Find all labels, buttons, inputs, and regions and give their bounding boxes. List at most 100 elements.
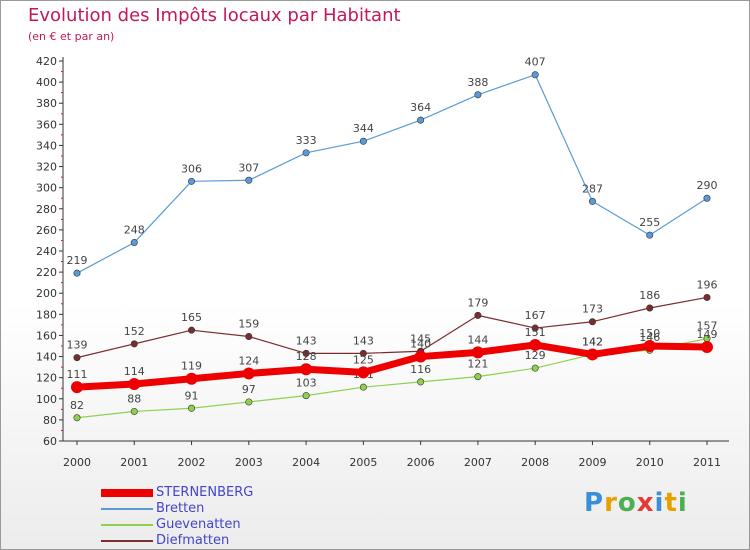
x-tick-label: 2008: [521, 456, 549, 469]
legend-label: Diefmatten: [156, 533, 230, 548]
data-point: [531, 364, 539, 372]
logo-letter: i: [654, 488, 665, 518]
data-point: [529, 338, 542, 351]
data-point: [302, 349, 310, 357]
data-label: 186: [639, 289, 660, 302]
chart-subtitle: (en € et par an): [28, 30, 115, 43]
data-point: [588, 318, 596, 326]
data-label: 255: [639, 216, 660, 229]
y-tick-label: 80: [43, 414, 57, 427]
data-label: 173: [582, 303, 603, 316]
data-label: 125: [353, 353, 374, 366]
data-label: 145: [410, 332, 431, 345]
data-label: 307: [238, 161, 259, 174]
data-label: 167: [525, 309, 546, 322]
data-label: 97: [242, 383, 256, 396]
y-tick-label: 180: [36, 308, 57, 321]
data-label: 364: [410, 101, 431, 114]
data-label: 124: [238, 354, 259, 367]
data-point: [588, 197, 596, 205]
x-tick-label: 2009: [578, 456, 606, 469]
data-label: 143: [353, 334, 374, 347]
data-point: [71, 381, 83, 394]
data-label: 344: [353, 122, 374, 135]
x-tick-label: 2007: [464, 456, 492, 469]
y-tick-label: 320: [36, 161, 57, 174]
y-tick-label: 200: [36, 287, 57, 300]
data-point: [417, 116, 425, 124]
data-point: [474, 91, 482, 99]
data-point: [471, 346, 484, 359]
series-line-diefmatten: [76, 296, 708, 359]
y-tick-label: 300: [36, 182, 57, 195]
data-point: [128, 378, 141, 390]
data-point: [357, 366, 370, 379]
data-label: 407: [525, 56, 546, 69]
data-point: [643, 340, 656, 352]
data-label: 149: [697, 328, 718, 341]
legend-swatch: [101, 540, 153, 542]
legend-label: Bretten: [156, 501, 205, 516]
logo-letter: t: [664, 488, 678, 518]
data-point: [646, 231, 654, 239]
data-label: 114: [124, 365, 145, 378]
data-point: [586, 348, 599, 361]
data-label: 144: [467, 333, 488, 346]
data-label: 157: [697, 320, 718, 333]
data-point: [73, 269, 81, 277]
data-label: 152: [124, 325, 145, 338]
data-point: [188, 326, 196, 334]
series-line-sternenberg: [73, 341, 711, 391]
y-tick-label: 220: [36, 266, 57, 279]
logo-letter: o: [617, 488, 637, 518]
y-tick-label: 140: [36, 351, 57, 364]
data-point: [130, 340, 138, 348]
data-point: [359, 349, 367, 357]
data-point: [302, 392, 310, 400]
data-point: [703, 194, 711, 202]
y-tick-label: 340: [36, 139, 57, 152]
series-line-bretten: [76, 74, 708, 274]
x-tick-label: 2004: [292, 456, 320, 469]
logo-letter: x: [636, 488, 655, 518]
proxiti-logo: Proxiti: [584, 488, 688, 518]
x-tick-label: 2011: [693, 456, 721, 469]
y-tick-label: 380: [36, 97, 57, 110]
data-label: 287: [582, 182, 603, 195]
data-label: 150: [639, 327, 660, 340]
data-label: 111: [67, 368, 88, 381]
data-label: 116: [410, 363, 431, 376]
data-point: [703, 293, 711, 301]
logo-letter: i: [677, 488, 688, 518]
data-point: [185, 372, 198, 385]
data-label: 151: [525, 326, 546, 339]
data-label: 91: [185, 389, 199, 402]
data-label: 159: [238, 318, 259, 331]
data-label: 388: [467, 76, 488, 89]
data-label: 119: [181, 360, 202, 373]
legend-label: Guevenatten: [156, 517, 241, 532]
chart-title: Evolution des Impôts locaux par Habitant: [28, 5, 401, 26]
y-tick-label: 280: [36, 203, 57, 216]
data-label: 82: [70, 399, 84, 412]
data-point: [414, 350, 427, 363]
legend-swatch: [101, 508, 153, 510]
x-tick-label: 2006: [407, 456, 435, 469]
y-tick-label: 420: [36, 55, 57, 68]
data-label: 146: [639, 331, 660, 344]
x-tick-label: 2002: [178, 456, 206, 469]
data-label: 333: [296, 134, 317, 147]
data-point: [531, 71, 539, 79]
data-label: 139: [67, 339, 88, 352]
data-point: [300, 363, 313, 376]
data-point: [245, 176, 253, 184]
data-point: [130, 239, 138, 247]
logo-letter: r: [604, 488, 618, 518]
line-chart: 60 80 100 120 140 160 180 200 220 240 260 280 300 320…: [36, 55, 729, 469]
data-point: [701, 341, 713, 354]
x-tick-label: 2003: [235, 456, 263, 469]
y-tick-label: 60: [43, 435, 57, 448]
data-point: [359, 383, 367, 391]
y-tick-label: 160: [36, 329, 57, 342]
